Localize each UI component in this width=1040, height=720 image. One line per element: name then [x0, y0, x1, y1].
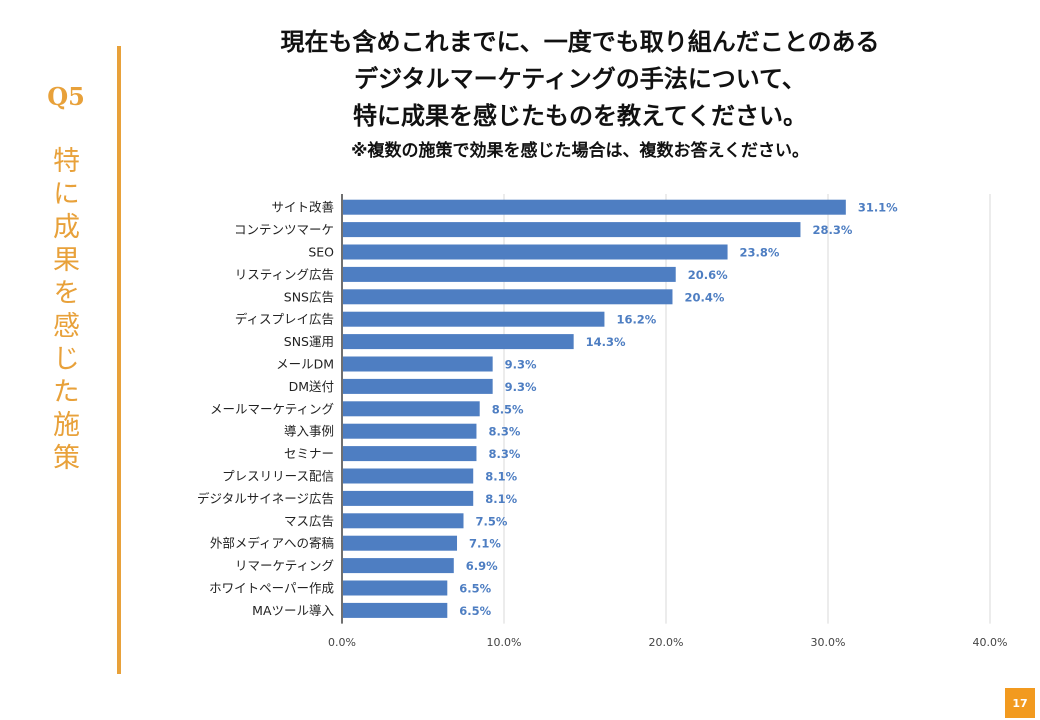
page-number-badge: 17 — [1005, 688, 1035, 718]
bar — [343, 289, 673, 305]
page-title: 現在も含めこれまでに、一度でも取り組んだことのある デジタルマーケティングの手法… — [150, 24, 1010, 135]
bar — [343, 266, 676, 282]
bar — [343, 558, 454, 574]
category-label: SNS運用 — [284, 334, 334, 349]
category-label: プレスリリース配信 — [222, 469, 334, 484]
category-label: サイト改善 — [271, 200, 334, 215]
category-label: コンテンツマーケ — [234, 222, 334, 237]
category-label: メールマーケティング — [210, 401, 334, 416]
bar — [343, 378, 493, 394]
title-line-3: 特に成果を感じたものを教えてください。 — [352, 102, 808, 130]
bar — [343, 602, 448, 618]
bar — [343, 401, 480, 417]
category-label: SNS広告 — [284, 289, 334, 304]
title-line-1: 現在も含めこれまでに、一度でも取り組んだことのある — [280, 28, 880, 56]
category-label: 導入事例 — [284, 424, 334, 439]
value-label: 7.1% — [469, 537, 501, 551]
bar — [343, 468, 474, 484]
value-label: 16.2% — [616, 313, 656, 327]
value-label: 8.5% — [492, 402, 524, 416]
value-label: 6.5% — [459, 604, 491, 618]
category-label: SEO — [308, 245, 334, 260]
value-label: 8.3% — [488, 425, 520, 439]
value-label: 20.6% — [688, 268, 728, 282]
bar — [343, 535, 458, 551]
x-tick-label: 10.0% — [487, 636, 522, 649]
bar — [343, 334, 574, 350]
bar — [343, 423, 477, 439]
value-label: 6.9% — [466, 559, 498, 573]
title-line-2: デジタルマーケティングの手法について、 — [354, 65, 806, 93]
category-label: 外部メディアへの寄稿 — [210, 536, 334, 551]
category-label: リスティング広告 — [235, 267, 334, 282]
value-label: 9.3% — [505, 358, 537, 372]
bar — [343, 490, 474, 506]
category-label: メールDM — [276, 357, 334, 372]
x-tick-label: 30.0% — [811, 636, 846, 649]
value-label: 8.3% — [488, 447, 520, 461]
bar — [343, 199, 846, 215]
bar — [343, 244, 728, 260]
category-label: ディスプレイ広告 — [235, 312, 334, 327]
category-label: MAツール導入 — [252, 603, 334, 618]
title-note: ※複数の施策で効果を感じた場合は、複数お答えください。 — [350, 141, 810, 161]
question-topic: 特に成果を感じた施策 — [48, 146, 79, 476]
category-label: デジタルサイネージ広告 — [197, 491, 334, 506]
question-number: Q5 — [47, 82, 85, 111]
x-tick-label: 40.0% — [973, 636, 1008, 649]
bar — [343, 311, 605, 327]
bar — [343, 356, 493, 372]
category-label: マス広告 — [284, 513, 334, 528]
bar — [343, 446, 477, 462]
value-label: 23.8% — [740, 246, 780, 260]
value-label: 8.1% — [485, 470, 517, 484]
bar — [343, 513, 464, 529]
value-label: 6.5% — [459, 582, 491, 596]
value-label: 31.1% — [858, 201, 898, 215]
value-label: 8.1% — [485, 492, 517, 506]
bar — [343, 580, 448, 596]
x-tick-label: 20.0% — [649, 636, 684, 649]
accent-rule — [117, 46, 121, 674]
value-label: 20.4% — [684, 290, 724, 304]
value-label: 14.3% — [586, 335, 626, 349]
value-label: 28.3% — [812, 223, 852, 237]
category-label: DM送付 — [289, 379, 334, 394]
bar — [343, 222, 801, 238]
value-label: 7.5% — [476, 514, 508, 528]
category-label: リマーケティング — [235, 558, 334, 573]
x-tick-label: 0.0% — [328, 636, 356, 649]
value-label: 9.3% — [505, 380, 537, 394]
category-label: ホワイトペーパー作成 — [209, 581, 334, 596]
category-label: セミナー — [284, 446, 334, 461]
